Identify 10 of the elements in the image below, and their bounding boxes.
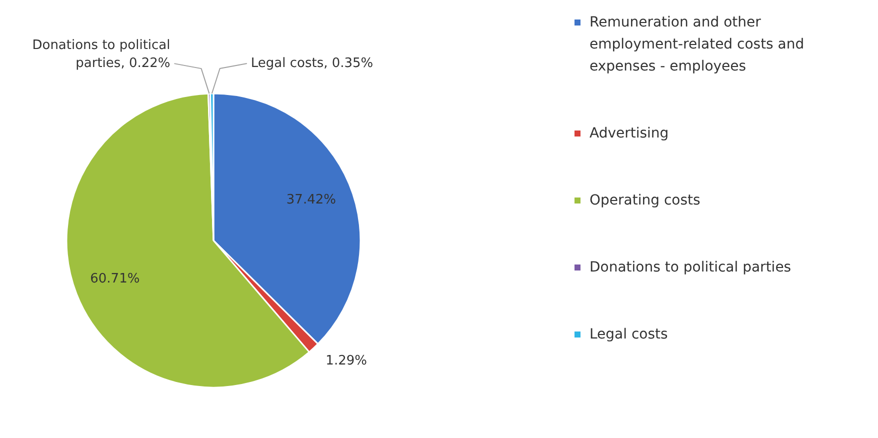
legend-label: Remuneration and other employment-related costs and expenses - employees xyxy=(590,14,804,74)
data-label: 37.42% xyxy=(286,192,336,208)
data-label: Legal costs, 0.35% xyxy=(250,56,374,72)
legend-label: Legal costs xyxy=(590,326,668,342)
legend-label: Donations to political parties xyxy=(590,260,792,276)
data-label: Donations to political parties, 0.22% xyxy=(32,38,170,72)
legend-label: Operating costs xyxy=(590,192,700,208)
data-label: 1.29% xyxy=(326,354,367,369)
legend-label: Advertising xyxy=(590,126,669,142)
data-label: 60.71% xyxy=(90,272,140,287)
